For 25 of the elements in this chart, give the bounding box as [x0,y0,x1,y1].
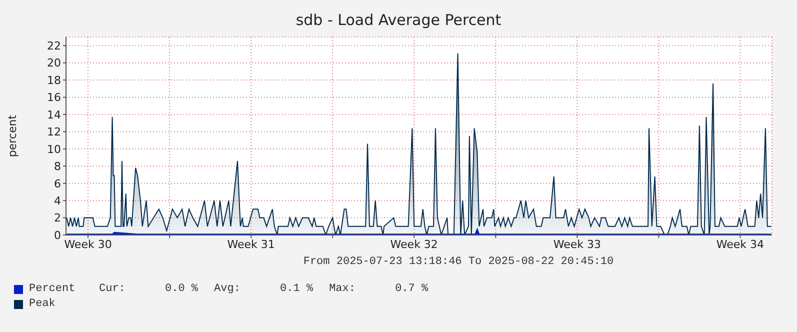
x-axis-title: From 2025-07-23 13:18:46 To 2025-08-22 20:45:10 [302,256,615,268]
y-tick-label: 8 [54,160,61,174]
y-tick-label: 4 [54,194,61,208]
x-tick-label: Week 34 [716,238,764,251]
x-tick-label: Week 30 [64,238,112,251]
y-tick-label: 6 [54,177,61,190]
legend-label: Percent [29,282,76,297]
text: Max: 0.7 % [329,282,428,297]
y-tick-label: 22 [47,40,61,53]
y-tick-label: 2 [54,212,61,225]
text: Cur: 0.0 % [99,282,198,297]
y-axis-title: percent [6,114,19,158]
x-tick-label: Week 31 [227,238,275,251]
y-tick-label: 16 [47,91,61,104]
y-tick-label: 0 [54,228,61,242]
y-tick-label: 14 [47,108,61,122]
chart-title: sdb - Load Average Percent [294,11,502,29]
y-tick-label: 18 [47,74,61,87]
y-tick-label: 10 [47,142,61,156]
x-tick-label: Week 32 [390,238,438,251]
legend-label: Peak [29,297,56,312]
y-tick-label: 20 [47,56,61,70]
y-tick-label: 12 [47,126,61,139]
x-tick-label: Week 33 [553,238,601,251]
text: Avg: 0.1 % [214,282,314,297]
